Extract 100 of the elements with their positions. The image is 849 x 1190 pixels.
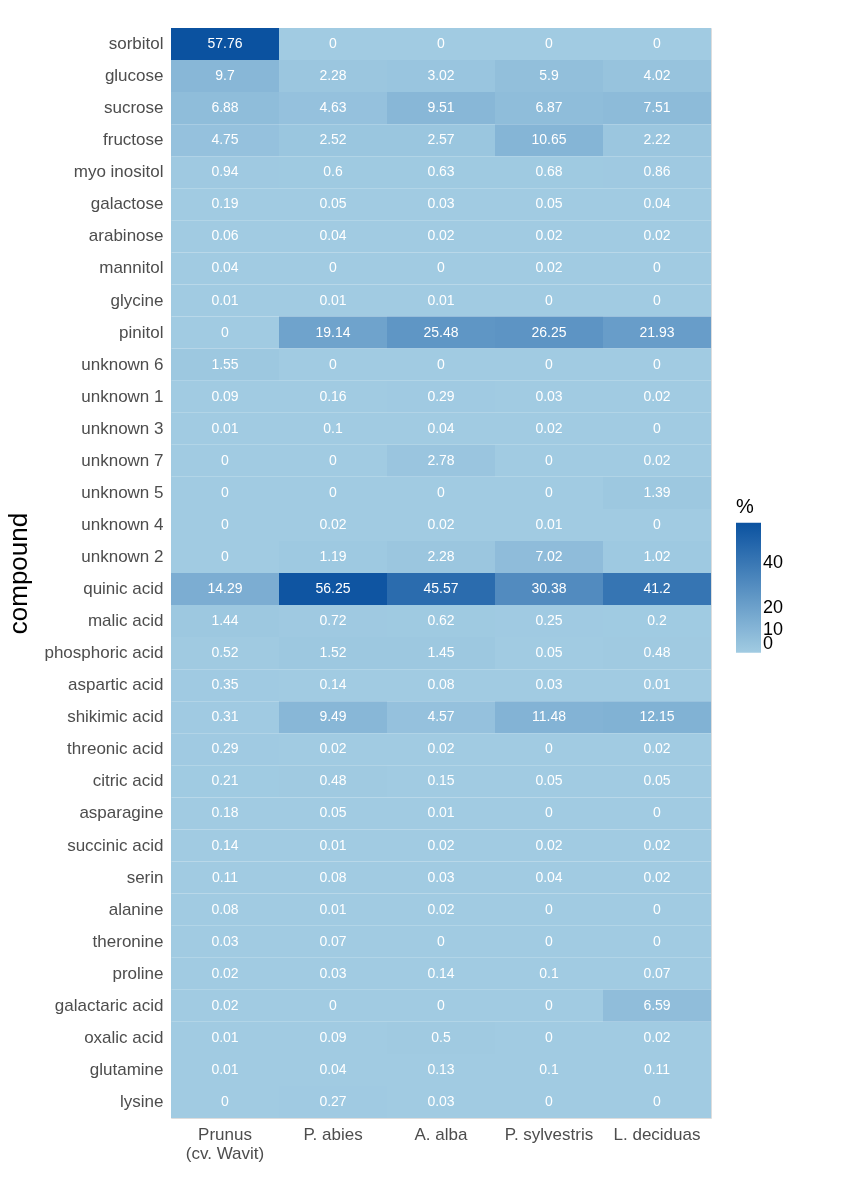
data-label: 0.08: [211, 900, 239, 917]
data-label: 0: [545, 291, 554, 308]
data-label: 0.04: [643, 195, 671, 212]
y-tick-label: sucrose: [103, 98, 164, 118]
data-label: 0.13: [427, 1060, 455, 1077]
data-label: 2.22: [643, 131, 671, 148]
y-tick-label: malic acid: [87, 611, 164, 631]
y-tick-label: shikimic acid: [67, 707, 164, 727]
data-label: 0.01: [319, 291, 347, 308]
data-label: 9.7: [215, 67, 235, 84]
data-label: 0.14: [319, 676, 347, 693]
data-label: 0.08: [319, 868, 347, 885]
data-label: 0.68: [535, 163, 563, 180]
data-label: 0: [653, 355, 662, 372]
data-label: 0.48: [643, 644, 671, 661]
data-label: 7.51: [643, 99, 671, 116]
data-label: 0: [437, 932, 446, 949]
y-tick-label: myo inositol: [73, 162, 164, 182]
data-label: 0.02: [535, 419, 563, 436]
data-label: 7.02: [535, 547, 563, 564]
y-tick-label: unknown 2: [81, 546, 164, 566]
data-label: 0.2: [647, 612, 667, 629]
data-label: 0.04: [535, 868, 563, 885]
data-label: 14.29: [207, 580, 243, 597]
data-label: 0.02: [427, 740, 455, 757]
y-tick-label: serin: [126, 867, 164, 887]
x-tick-label: P. abies: [303, 1124, 363, 1144]
data-label: 0.02: [643, 1028, 671, 1045]
data-label: 0: [221, 547, 230, 564]
data-label: 0.5: [431, 1028, 451, 1045]
data-label: 0: [653, 900, 662, 917]
data-label: 0.19: [211, 195, 239, 212]
data-label: 0.62: [427, 612, 455, 629]
data-label: 0.05: [535, 644, 563, 661]
data-label: 0.02: [535, 227, 563, 244]
data-label: 0.02: [319, 515, 347, 532]
color-bar-title: %: [736, 494, 754, 517]
data-label: 0.02: [535, 259, 563, 276]
data-label: 0.52: [211, 644, 239, 661]
y-tick-label: unknown 1: [81, 386, 164, 406]
y-tick-label: fructose: [103, 130, 164, 150]
data-label: 0.11: [211, 868, 239, 885]
data-label: 1.02: [643, 547, 671, 564]
data-label: 0.02: [427, 515, 455, 532]
y-tick-label: glycine: [110, 290, 164, 310]
data-label: 0: [653, 515, 662, 532]
data-label: 0: [221, 323, 230, 340]
data-label: 0: [653, 259, 662, 276]
data-label: 0.86: [643, 163, 671, 180]
data-label: 1.45: [427, 644, 455, 661]
y-tick-label: succinic acid: [67, 835, 164, 855]
data-label: 1.55: [211, 355, 239, 372]
data-label: 0.05: [643, 772, 671, 789]
data-label: 0.05: [319, 804, 347, 821]
data-label: 0.09: [319, 1028, 347, 1045]
data-label: 0: [545, 900, 554, 917]
data-label: 41.2: [643, 580, 671, 597]
y-tick-label: asparagine: [79, 803, 164, 823]
data-label: 0.03: [427, 1092, 455, 1109]
data-label: 0.03: [427, 868, 455, 885]
data-label: 0.01: [319, 900, 347, 917]
data-label: 0: [653, 804, 662, 821]
data-label: 0.02: [535, 836, 563, 853]
data-label: 0.05: [319, 195, 347, 212]
y-tick-label: arabinose: [88, 226, 164, 246]
data-label: 4.63: [319, 99, 347, 116]
data-label: 6.88: [211, 99, 239, 116]
data-label: 57.76: [207, 35, 243, 52]
data-label: 0.01: [211, 1028, 239, 1045]
data-label: 0: [329, 996, 338, 1013]
y-tick-label: unknown 6: [81, 354, 164, 374]
data-label: 9.49: [319, 708, 347, 725]
data-label: 0.1: [539, 964, 559, 981]
y-tick-label: lysine: [120, 1091, 164, 1111]
data-label: 0: [545, 1092, 554, 1109]
data-label: 0.05: [535, 195, 563, 212]
data-label: 0: [221, 515, 230, 532]
data-label: 6.87: [535, 99, 563, 116]
data-label: 0: [653, 35, 662, 52]
data-label: 0.01: [319, 836, 347, 853]
y-tick-label: glutamine: [89, 1059, 164, 1079]
data-label: 0: [437, 996, 446, 1013]
data-label: 2.52: [319, 131, 347, 148]
data-label: 0: [437, 35, 446, 52]
data-label: 0.01: [427, 291, 455, 308]
data-label: 0.05: [535, 772, 563, 789]
data-label: 0.07: [643, 964, 671, 981]
y-tick-label: sorbitol: [108, 34, 164, 54]
data-label: 0: [437, 483, 446, 500]
data-label: 0.02: [643, 868, 671, 885]
data-label: 0.11: [643, 1060, 671, 1077]
data-label: 0.09: [211, 387, 239, 404]
y-tick-label: mannitol: [99, 258, 164, 278]
x-tick-label: Prunus (cv. Wavit): [185, 1124, 265, 1163]
data-label: 0.07: [319, 932, 347, 949]
data-label: 9.51: [427, 99, 455, 116]
data-label: 1.19: [319, 547, 347, 564]
y-tick-label: alanine: [108, 899, 164, 919]
data-label: 45.57: [423, 580, 459, 597]
data-label: 0.01: [211, 419, 239, 436]
